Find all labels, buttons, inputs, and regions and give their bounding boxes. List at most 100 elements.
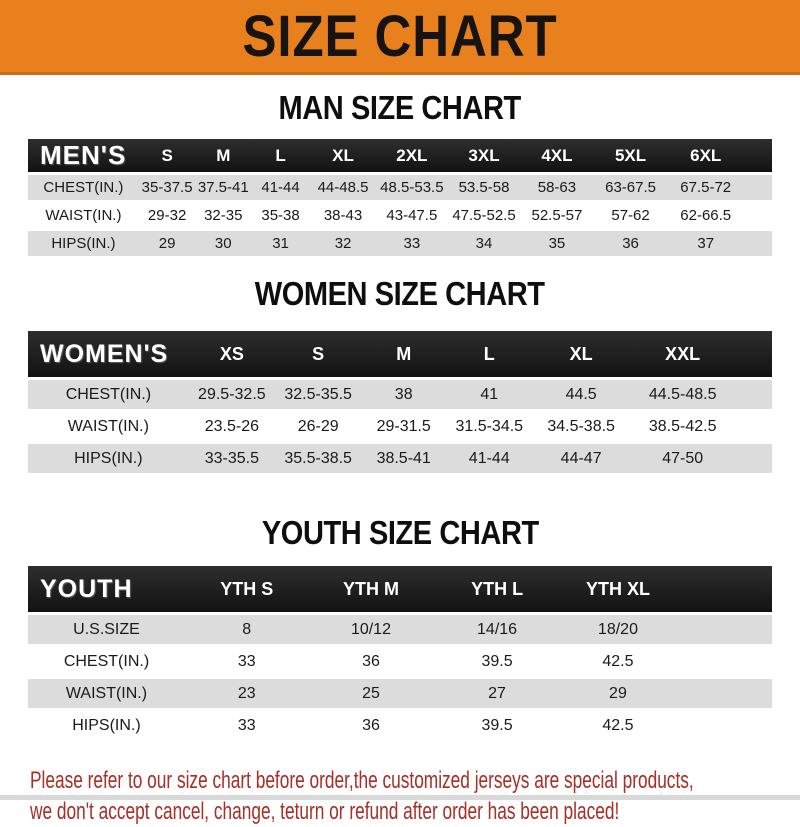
size-cell: 39.5: [433, 711, 561, 740]
size-cell: 47-50: [629, 444, 736, 473]
bottom-edge-strip: [0, 795, 800, 800]
size-cell: 38.5-42.5: [629, 412, 736, 441]
row-spacer: [675, 615, 772, 644]
size-cell: 35.5-38.5: [275, 444, 362, 473]
size-cell: 26-29: [275, 412, 362, 441]
row-spacer: [675, 679, 772, 708]
column-header: XL: [309, 139, 377, 172]
column-header: YTH S: [184, 566, 309, 612]
size-cell: 29: [138, 231, 196, 256]
size-cell: 29: [560, 679, 676, 708]
size-cell: 8: [184, 615, 309, 644]
size-cell: 44.5: [532, 380, 630, 409]
men-size-table: MEN'S S M L XL 2XL 3XL 4XL 5XL 6XL CHEST(IN.) 35-37…: [28, 136, 772, 259]
size-cell: 39.5: [433, 647, 561, 676]
size-cell: 52.5-57: [520, 203, 594, 228]
column-header: YTH M: [308, 566, 434, 612]
size-cell: 29.5-32.5: [188, 380, 275, 409]
header-spacer: [735, 331, 772, 377]
table-row: CHEST(IN.) 29.5-32.5 32.5-35.5 38 41 44.5 44.5…: [28, 380, 772, 409]
size-cell: 27: [433, 679, 561, 708]
column-header: L: [251, 139, 310, 172]
column-header: XL: [532, 331, 630, 377]
row-label: CHEST(IN.): [28, 380, 189, 409]
row-spacer: [675, 647, 772, 676]
column-header: YTH XL: [560, 566, 676, 612]
size-cell: 41-44: [251, 175, 310, 200]
size-cell: 35-38: [251, 203, 310, 228]
size-cell: 31.5-34.5: [446, 412, 533, 441]
size-chart-banner: SIZE CHART: [0, 0, 800, 75]
disclaimer-line-2: we don't accept cancel, change, teturn o…: [30, 798, 620, 825]
size-cell: 29-31.5: [361, 412, 447, 441]
size-cell: 32-35: [195, 203, 252, 228]
table-row: WAIST(IN.) 23.5-26 26-29 29-31.5 31.5-34.5 34…: [28, 412, 772, 441]
size-cell: 43-47.5: [376, 203, 448, 228]
size-cell: 44.5-48.5: [629, 380, 736, 409]
row-spacer: [735, 444, 772, 473]
man-heading-text: MAN SIZE CHART: [278, 89, 522, 126]
header-spacer: [675, 566, 772, 612]
row-label: CHEST(IN.): [28, 647, 185, 676]
column-header: 5XL: [593, 139, 668, 172]
size-cell: 29-32: [138, 203, 196, 228]
column-header: 3XL: [447, 139, 521, 172]
women-size-table: WOMEN'S XS S M L XL XXL CHEST(IN.) 29.5-32.5 32.5…: [28, 328, 772, 476]
row-spacer: [743, 231, 772, 256]
size-cell: 62-66.5: [667, 203, 744, 228]
banner-title: SIZE CHART: [242, 3, 558, 69]
header-spacer: [743, 139, 772, 172]
table-row: WAIST(IN.) 23 25 27 29: [28, 679, 772, 708]
size-cell: 31: [251, 231, 310, 256]
column-header: M: [195, 139, 252, 172]
table-row: HIPS(IN.) 33 36 39.5 42.5: [28, 711, 772, 740]
size-cell: 37.5-41: [195, 175, 252, 200]
size-cell: 42.5: [560, 711, 676, 740]
size-cell: 32: [309, 231, 377, 256]
column-header: S: [138, 139, 196, 172]
column-header: XXL: [629, 331, 736, 377]
size-cell: 37: [667, 231, 744, 256]
women-heading-text: WOMEN SIZE CHART: [255, 275, 545, 312]
row-spacer: [743, 203, 772, 228]
column-header: 2XL: [376, 139, 448, 172]
table-corner-label: YOUTH: [28, 566, 185, 612]
row-spacer: [735, 412, 772, 441]
size-cell: 58-63: [520, 175, 594, 200]
size-cell: 38: [361, 380, 447, 409]
women-section-heading: WOMEN SIZE CHART: [0, 275, 800, 313]
size-cell: 18/20: [560, 615, 676, 644]
size-cell: 30: [195, 231, 252, 256]
size-cell: 33: [376, 231, 448, 256]
size-cell: 33-35.5: [188, 444, 275, 473]
table-row: HIPS(IN.) 29 30 31 32 33 34 35 36 37: [28, 231, 772, 256]
size-cell: 33: [184, 711, 309, 740]
size-cell: 53.5-58: [447, 175, 521, 200]
size-cell: 34: [447, 231, 521, 256]
size-cell: 57-62: [593, 203, 668, 228]
column-header: L: [446, 331, 533, 377]
column-header: S: [275, 331, 362, 377]
youth-size-table: YOUTH YTH S YTH M YTH L YTH XL U.S.SIZE 8 10/12…: [28, 563, 772, 743]
size-cell: 36: [308, 711, 434, 740]
size-cell: 36: [308, 647, 434, 676]
row-label: WAIST(IN.): [28, 203, 139, 228]
table-corner-label: MEN'S: [28, 139, 139, 172]
man-section-heading: MAN SIZE CHART: [0, 89, 800, 127]
row-label: WAIST(IN.): [28, 679, 185, 708]
youth-heading-text: YOUTH SIZE CHART: [261, 514, 539, 551]
column-header: 4XL: [520, 139, 594, 172]
size-cell: 34.5-38.5: [532, 412, 630, 441]
size-cell: 10/12: [308, 615, 434, 644]
table-row: WAIST(IN.) 29-32 32-35 35-38 38-43 43-47.5 47.…: [28, 203, 772, 228]
size-cell: 33: [184, 647, 309, 676]
size-cell: 36: [593, 231, 668, 256]
row-label: HIPS(IN.): [28, 711, 185, 740]
column-header: YTH L: [433, 566, 561, 612]
size-cell: 63-67.5: [593, 175, 668, 200]
size-cell: 23.5-26: [188, 412, 275, 441]
youth-section-heading: YOUTH SIZE CHART: [0, 514, 800, 552]
size-cell: 67.5-72: [667, 175, 744, 200]
row-spacer: [743, 175, 772, 200]
size-cell: 44-48.5: [309, 175, 377, 200]
